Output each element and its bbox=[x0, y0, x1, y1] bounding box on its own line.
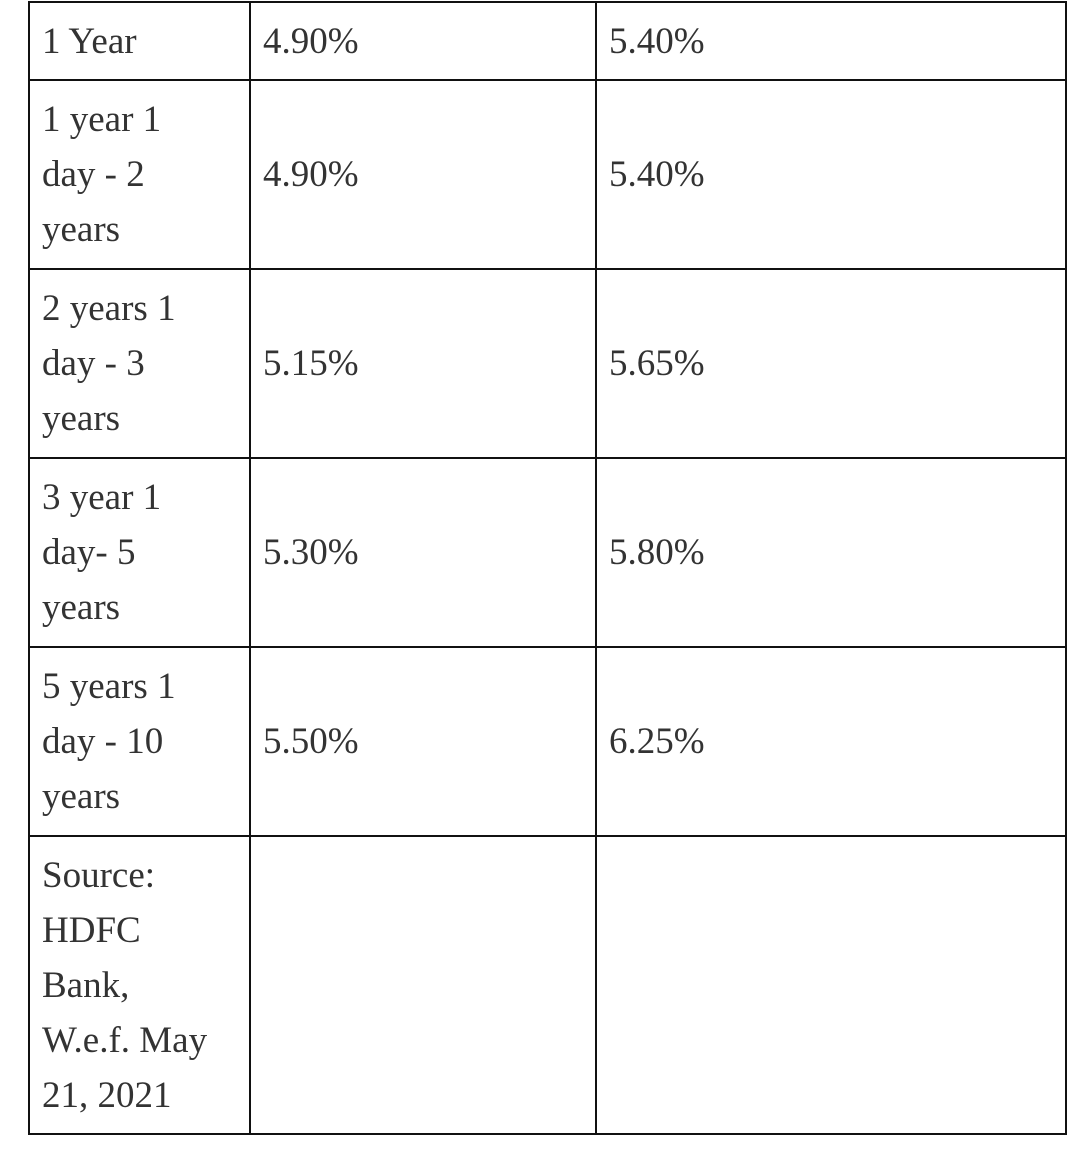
tenure-cell: 2 years 1 day - 3 years bbox=[28, 268, 251, 459]
general-rate-cell: 4.90% bbox=[249, 79, 597, 270]
table-row: 5 years 1 day - 10 years 5.50% 6.25% bbox=[28, 646, 1067, 837]
table-row: 3 year 1 day- 5 years 5.30% 5.80% bbox=[28, 457, 1067, 648]
empty-cell bbox=[249, 835, 597, 1135]
table-row: 1 Year 4.90% 5.40% bbox=[28, 1, 1067, 81]
senior-rate-cell: 5.65% bbox=[595, 268, 1067, 459]
general-rate-cell: 5.15% bbox=[249, 268, 597, 459]
source-cell: Source: HDFC Bank, W.e.f. May 21, 2021 bbox=[28, 835, 251, 1135]
general-rate-cell: 4.90% bbox=[249, 1, 597, 81]
tenure-cell: 1 Year bbox=[28, 1, 251, 81]
senior-rate-cell: 5.80% bbox=[595, 457, 1067, 648]
table-row: 2 years 1 day - 3 years 5.15% 5.65% bbox=[28, 268, 1067, 459]
senior-rate-cell: 5.40% bbox=[595, 1, 1067, 81]
tenure-cell: 5 years 1 day - 10 years bbox=[28, 646, 251, 837]
senior-rate-cell: 6.25% bbox=[595, 646, 1067, 837]
senior-rate-cell: 5.40% bbox=[595, 79, 1067, 270]
tenure-cell: 3 year 1 day- 5 years bbox=[28, 457, 251, 648]
general-rate-cell: 5.30% bbox=[249, 457, 597, 648]
general-rate-cell: 5.50% bbox=[249, 646, 597, 837]
source-row: Source: HDFC Bank, W.e.f. May 21, 2021 bbox=[28, 835, 1067, 1135]
empty-cell bbox=[595, 835, 1067, 1135]
table-row: 1 year 1 day - 2 years 4.90% 5.40% bbox=[28, 79, 1067, 270]
fd-rates-table: 1 Year 4.90% 5.40% 1 year 1 day - 2 year… bbox=[28, 1, 1067, 1135]
tenure-cell: 1 year 1 day - 2 years bbox=[28, 79, 251, 270]
